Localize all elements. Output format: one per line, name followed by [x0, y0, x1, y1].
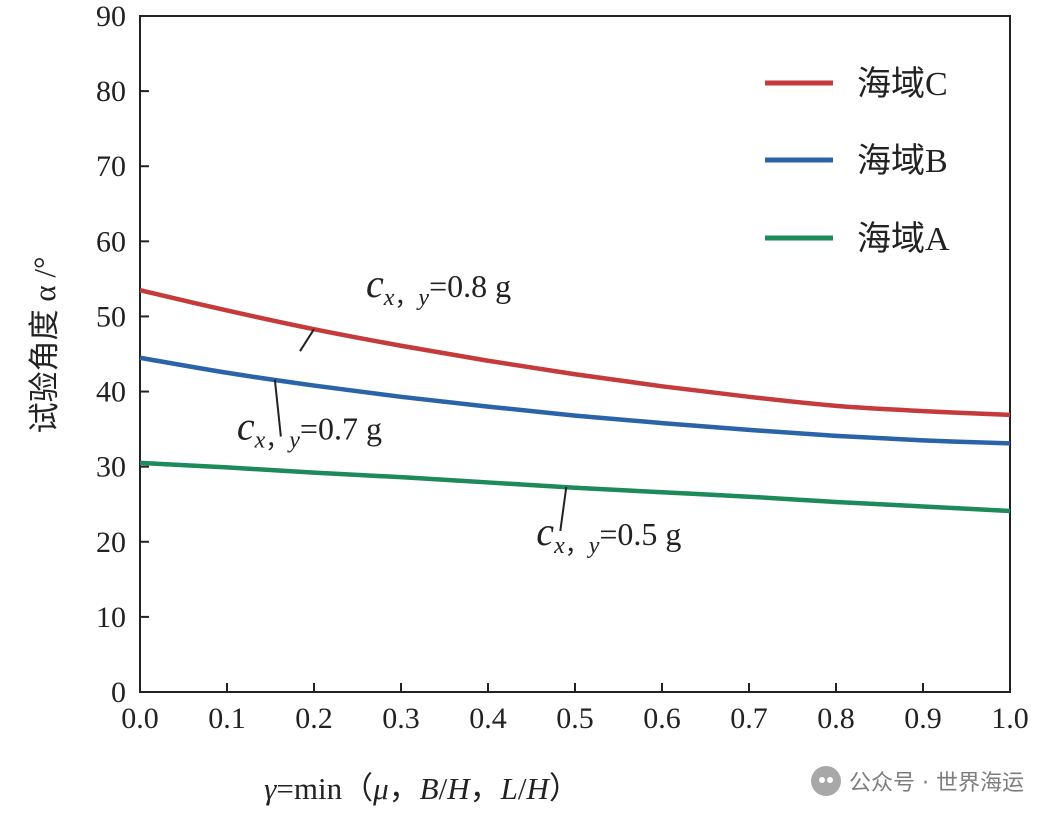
y-tick-label: 60 — [96, 225, 126, 258]
y-tick-label: 30 — [96, 451, 126, 484]
x-tick-label: 0.8 — [817, 702, 855, 735]
annotation-value: =0.5 g — [599, 516, 681, 552]
y-axis-label-text: 试验角度 α /° — [27, 257, 62, 434]
annotation-sub-y: y — [416, 285, 429, 311]
x-tick-label: 0.6 — [643, 702, 681, 735]
annotation-leader — [559, 486, 568, 532]
y-tick-label: 90 — [96, 0, 126, 33]
annotation-sep: ， — [565, 533, 589, 559]
annotation-layer: cx，y=0.8 gcx，y=0.7 gcx，y=0.5 g — [237, 261, 682, 559]
series-line-0 — [139, 287, 1011, 418]
x-tick-label: 0.9 — [904, 702, 942, 735]
annotation-sub-y: y — [587, 533, 600, 559]
y-tick-label: 20 — [96, 526, 126, 559]
x-axis-label-slash-1: / — [439, 771, 448, 806]
annotation-sub-x: x — [383, 285, 395, 311]
y-tick-label: 70 — [96, 150, 126, 183]
x-tick-label: 0.5 — [556, 702, 594, 735]
x-tick-label: 0.3 — [382, 702, 420, 735]
y-tick-label: 10 — [96, 601, 126, 634]
annotation-sep: ， — [265, 428, 289, 454]
x-axis-label-b: B — [420, 771, 439, 806]
wechat-icon — [811, 766, 842, 796]
annotation-value: =0.8 g — [429, 268, 511, 304]
x-axis-label-sep-1: ， — [389, 771, 420, 806]
axes-layer: 0.0 0.1 0.2 0.3 0.4 0.5 0.6 0.7 0.8 0.9 1.0 0 10 20 30… — [96, 0, 1029, 735]
x-tick-label: 0.0 — [121, 702, 159, 735]
annotation-sep: ， — [394, 285, 418, 311]
y-tick-label: 40 — [96, 376, 126, 409]
x-tick-label: 0.2 — [295, 702, 333, 735]
annotation-label: cx，y=0.7 g — [237, 404, 382, 454]
series-line-1 — [139, 355, 1011, 446]
y-tick-label: 80 — [96, 75, 126, 108]
x-axis-label-fn: =min（ — [276, 771, 373, 806]
x-axis-label: γ=min（μ，B/H，L/H） — [264, 771, 580, 806]
series-line-2 — [139, 460, 1011, 514]
annotation-label: cx，y=0.5 g — [536, 509, 681, 559]
annotation-sub-x: x — [553, 533, 565, 559]
x-tick-label: 0.4 — [469, 702, 507, 735]
x-axis-label-l: L — [500, 771, 518, 806]
annotation-leader — [273, 379, 282, 437]
y-tick-label: 0 — [111, 676, 126, 709]
series-layer — [139, 287, 1011, 514]
annotation-value: =0.7 g — [300, 411, 382, 447]
y-axis-label: 试验角度 α /° — [27, 257, 62, 434]
x-tick-label: 1.0 — [991, 702, 1029, 735]
x-axis-label-h-1: H — [446, 771, 471, 806]
x-axis-label-close: ） — [549, 771, 580, 806]
legend: 海域C 海域B 海域A — [765, 65, 950, 258]
x-axis-label-gamma: γ — [264, 771, 277, 806]
y-tick-label: 50 — [96, 300, 126, 333]
x-axis-label-mu: μ — [372, 771, 389, 806]
legend-label-1: 海域B — [857, 142, 948, 180]
annotation-label: cx，y=0.8 g — [366, 261, 511, 311]
x-axis-label-slash-2: / — [518, 771, 527, 806]
plot-frame — [139, 15, 1011, 693]
x-tick-label: 0.1 — [208, 702, 246, 735]
watermark: 公众号 · 世界海运 — [811, 765, 1024, 797]
legend-label-2: 海域A — [857, 220, 950, 258]
annotation-sub-y: y — [287, 428, 300, 454]
x-tick-label: 0.7 — [730, 702, 768, 735]
x-axis-label-h-2: H — [525, 771, 550, 806]
annotation-sub-x: x — [254, 428, 266, 454]
annotation-c: c — [366, 261, 384, 306]
legend-label-0: 海域C — [857, 65, 948, 103]
annotation-leader — [299, 328, 315, 352]
annotation-c: c — [536, 509, 554, 554]
watermark-text: 公众号 · 世界海运 — [849, 771, 1024, 796]
annotation-c: c — [237, 404, 255, 449]
x-axis-label-sep-2: ， — [470, 771, 501, 806]
